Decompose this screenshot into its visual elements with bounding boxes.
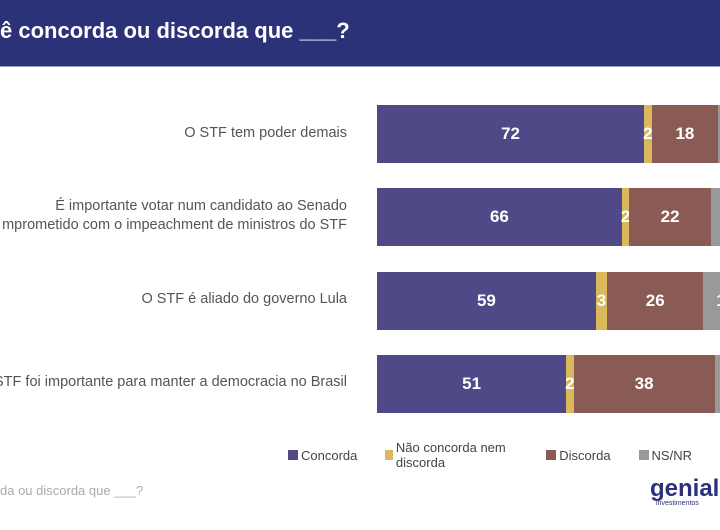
bar-row: 59 3 26 12	[377, 271, 720, 330]
bar-segment-n-o-concorda-nem-discorda: 2	[643, 105, 653, 163]
legend-item: Não concorda nem discorda	[385, 440, 518, 470]
data-label: 38	[634, 373, 654, 393]
bar-segment-ns-nr: 12	[703, 271, 720, 330]
data-label: 51	[462, 373, 482, 393]
bar-segment-ns-nr: 9	[714, 354, 720, 413]
legend-item: Discorda	[546, 440, 611, 470]
data-label: 18	[675, 124, 695, 143]
bar-segment-discorda: 22	[629, 188, 711, 247]
bar-segment-discorda: 18	[651, 105, 719, 163]
bar-segment-ns-nr: 10	[710, 188, 720, 247]
bar-segment-concorda: 51	[377, 354, 567, 413]
category-label: O STF tem poder demais	[184, 124, 347, 141]
data-label: 2	[643, 124, 653, 143]
legend-swatch	[385, 450, 393, 460]
legend-label: NS/NR	[651, 447, 692, 463]
data-label: 26	[645, 290, 665, 310]
header-banner: ê concorda ou discorda que ___?	[0, 0, 720, 67]
data-label: 66	[489, 207, 509, 227]
bar-segment-discorda: 38	[573, 354, 715, 413]
bar-segment-ns-nr: 8	[718, 105, 720, 163]
data-label: 2	[565, 373, 575, 393]
bar-segment-concorda: 59	[377, 271, 596, 330]
bar-row: 72 2 18 8	[377, 105, 720, 163]
category-label: O STF é aliado do governo Lula	[141, 291, 347, 308]
legend-swatch	[638, 450, 649, 460]
bar-segment-discorda: 26	[607, 271, 704, 330]
bar-segment-n-o-concorda-nem-discorda: 2	[620, 188, 631, 247]
bar-row: 51 2 38 9	[377, 354, 720, 413]
bar-segment-n-o-concorda-nem-discorda: 3	[595, 271, 607, 330]
footer-question: da ou discorda que ___?	[0, 483, 144, 498]
legend-swatch	[546, 450, 557, 460]
genial-logo: genial investimentos	[650, 475, 720, 508]
data-label: 12	[716, 291, 720, 311]
page-title: ê concorda ou discorda que ___?	[0, 18, 350, 43]
legend-label: Discorda	[559, 447, 611, 463]
data-label: 59	[476, 290, 496, 310]
data-label: 3	[596, 290, 607, 310]
category-label: É importante votar num candidato ao Sena…	[2, 198, 347, 234]
legend: Concorda Não concorda nem discorda Discord…	[288, 440, 720, 470]
bar-row: 6622210	[377, 188, 720, 247]
category-label: STF foi importante para manter a democra…	[0, 374, 347, 391]
bar-segment-n-o-concorda-nem-discorda: 2	[565, 354, 575, 413]
data-label: 72	[501, 124, 521, 143]
legend-item: Concorda	[288, 440, 357, 470]
data-label: 22	[660, 207, 680, 227]
legend-swatch	[288, 450, 298, 460]
legend-item: NS/NR	[638, 440, 692, 470]
bar-segment-concorda: 66	[377, 188, 622, 247]
legend-label: Não concorda nem discorda	[395, 440, 506, 470]
legend-label: Concorda	[301, 447, 358, 463]
data-label: 2	[620, 207, 631, 227]
bar-segment-concorda: 72	[377, 105, 645, 163]
